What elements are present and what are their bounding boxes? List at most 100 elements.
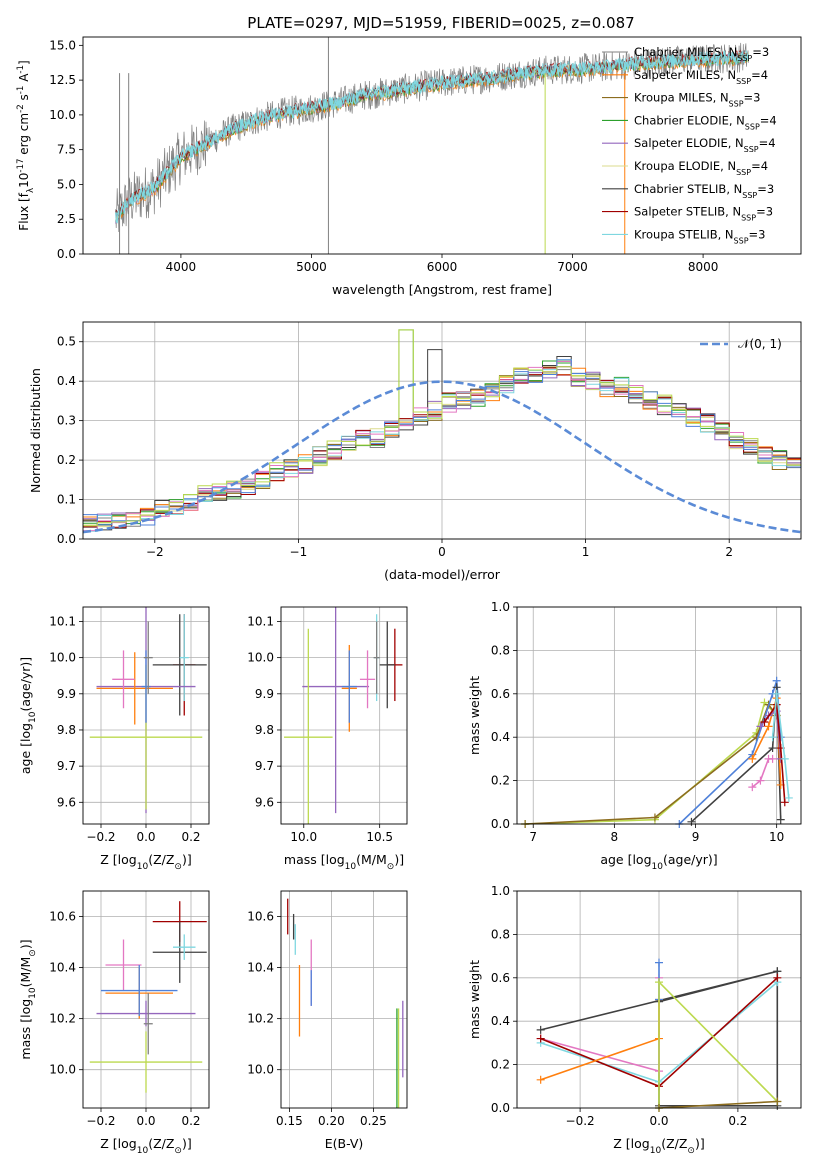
axes-frame [82,321,802,540]
x-tick-label: 0 [438,545,446,559]
mass-vs-ebv-panel: 0.15 0.20 0.25 10.0 10.2 10.4 10.6 E(B-V) [247,890,408,1151]
x-tick-label: 8000 [688,260,719,274]
y-axis-label: mass [log10(M/M⊙)] [18,939,38,1059]
legend-entry: Salpeter STELIB, NSSP=3 [634,205,773,223]
y-tick-label: 1.0 [491,600,510,614]
y-tick-label: 9.8 [57,723,76,737]
x-axis-label: age [log10(age/yr)] [600,852,717,872]
y-tick-label: 10.1 [247,614,274,628]
x-axis-label: (data-model)/error [384,567,501,582]
y-tick-label: 0.2 [57,453,76,467]
mass-weight-line [540,970,779,1107]
legend-entry: Salpeter MILES, NSSP=4 [634,68,768,86]
x-tick-label: −0.2 [86,830,115,844]
x-tick-label: 5000 [296,260,327,274]
y-tick-label: 10.2 [247,1012,274,1026]
x-tick-label: 1 [582,545,590,559]
x-axis-label: E(B-V) [325,1136,364,1151]
spectrum-lines [115,37,750,254]
massweight-vs-age-panel: 7 8 9 10 0.0 0.2 0.4 0.6 0.8 1.0 age [log10(age/yr… [467,600,802,872]
legend-entry: Chabrier MILES, NSSP=3 [634,45,769,63]
mass-weight-marker [776,815,785,824]
x-tick-label: 8 [611,830,619,844]
y-tick-label: 9.9 [255,687,274,701]
mass-weight-line [763,702,786,803]
y-tick-label: 10.0 [49,651,76,665]
mass-weight-marker [687,817,696,826]
mass-weight-marker [768,744,777,753]
spectrum-panel: 4000 5000 6000 7000 8000 0.0 2.5 5.0 7.5 10.0 12.5… [16,36,802,297]
x-tick-label: 0.2 [181,1114,200,1128]
mass-weight-line [540,999,660,1081]
y-tick-label: 2.5 [57,212,76,226]
y-tick-label: 9.9 [57,687,76,701]
age-vs-metallicity-panel: −0.2 0.0 0.2 9.6 9.7 9.8 9.9 10.0 10.1 Z [log10(Z… [18,606,210,872]
mass-weight-marker [752,733,761,742]
mass-weight-marker [768,733,777,742]
y-tick-label: 1.0 [491,884,510,898]
mass-weight-marker [780,798,789,807]
spectrum-model-line [115,50,749,218]
x-tick-label: 0.2 [181,830,200,844]
gaussian-curve [83,380,801,534]
error-bars [89,901,207,1093]
figure-title: PLATE=0297, MJD=51959, FIBERID=0025, z=0… [247,14,634,32]
x-axis-label: Z [log10(Z/Z⊙)] [613,1136,704,1156]
x-tick-label: −1 [290,545,308,559]
y-tick-label: 0.1 [57,493,76,507]
y-tick-label: 10.0 [247,651,274,665]
y-tick-label: 10.1 [49,614,76,628]
axes-frame [280,890,408,1109]
legend-entry: Salpeter ELODIE, NSSP=4 [634,136,776,154]
y-tick-label: 9.7 [255,759,274,773]
y-tick-label: 0.0 [57,247,76,261]
x-axis-label: Z [log10(Z/Z⊙)] [100,852,191,872]
y-tick-label: 0.8 [491,643,510,657]
mass-weight-marker [760,718,769,727]
age-vs-mass-panel: 10.0 10.5 9.6 9.7 9.8 9.9 10.0 10.1 mass [log10(… [247,606,408,872]
x-tick-label: 6000 [427,260,458,274]
mass-weight-marker [748,754,757,763]
x-tick-label: 9 [692,830,700,844]
y-tick-label: 12.5 [49,73,76,87]
legend-entry: Kroupa STELIB, NSSP=3 [634,227,765,245]
mass-weight-lines [536,958,782,1112]
mass-weight-line [540,977,660,1073]
y-tick-label: 0.0 [491,817,510,831]
mass-weight-lines [521,676,793,828]
error-bars [287,898,404,1108]
x-tick-label: 4000 [166,260,197,274]
mass-weight-marker [536,1075,545,1084]
y-tick-label: 10.0 [49,1063,76,1077]
mass-weight-marker [768,754,777,763]
mass-weight-line [658,1100,778,1109]
y-tick-label: 0.6 [491,971,510,985]
x-tick-label: 10.5 [366,830,393,844]
x-axis-label: wavelength [Angstrom, rest frame] [332,282,552,297]
mass-weight-marker [536,1025,545,1034]
x-tick-label: 0.0 [649,1114,668,1128]
legend-entry: Chabrier ELODIE, NSSP=4 [634,113,777,130]
x-tick-label: 0.25 [360,1114,387,1128]
y-tick-label: 0.8 [491,927,510,941]
x-tick-label: −0.2 [566,1114,595,1128]
y-axis-label: age [log10(age/yr)] [18,657,38,774]
y-axis-label: Normed distribution [28,368,43,493]
x-tick-label: 2 [725,545,733,559]
mass-weight-marker [756,776,765,785]
y-tick-label: 0.6 [491,687,510,701]
mass-weight-line [658,980,778,1108]
legend-entry: 𝒩(0, 1) [738,337,782,351]
massweight-vs-metallicity-panel: −0.2 0.0 0.2 0.0 0.2 0.4 0.6 0.8 1.0 Z [log10(Z/Z… [467,884,802,1156]
y-tick-label: 9.7 [57,759,76,773]
spectrum-model-line-kroupa-stelib [115,50,750,224]
mass-weight-marker [650,813,659,822]
mass-weight-marker [780,754,789,763]
y-tick-label: 9.8 [255,723,274,737]
mass-weight-marker [655,978,663,987]
residuals-panel: −2 −1 0 1 2 0.0 0.1 0.2 0.3 0.4 0.5 𝒩(0, 1) (data-mo… [28,321,802,582]
y-tick-label: 0.4 [57,374,76,388]
mass-weight-marker [773,1097,782,1106]
x-tick-label: 7000 [557,260,588,274]
